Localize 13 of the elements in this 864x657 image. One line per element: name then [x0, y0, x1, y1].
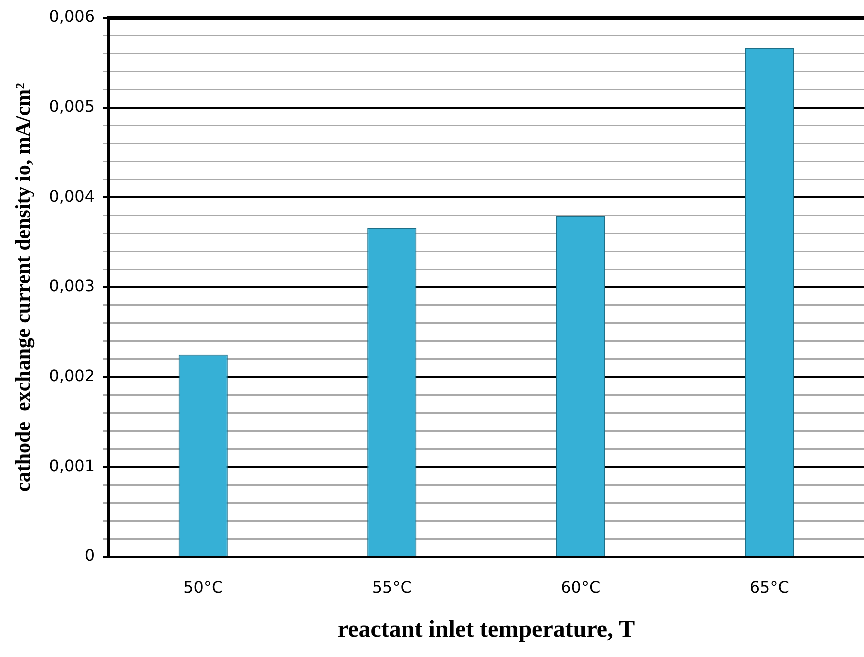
- y-axis-title: cathode exchange current density io, mA/cm²: [11, 83, 36, 492]
- y-tick-label: 0,002: [49, 366, 96, 386]
- y-tick-label: 0,006: [49, 7, 96, 26]
- y-tick-label: 0,005: [49, 96, 96, 116]
- y-tick-label: 0,004: [49, 186, 96, 206]
- y-tick-label: 0,003: [49, 276, 96, 296]
- x-axis-title: reactant inlet temperature, T: [338, 616, 636, 643]
- x-tick-label: 65°C: [750, 578, 790, 597]
- x-tick-label: 55°C: [372, 578, 412, 597]
- x-tick-label: 60°C: [561, 578, 601, 597]
- y-tick-label: 0: [84, 546, 96, 566]
- y-tick-label: 0,001: [49, 456, 96, 476]
- x-tick-label: 50°C: [184, 578, 224, 597]
